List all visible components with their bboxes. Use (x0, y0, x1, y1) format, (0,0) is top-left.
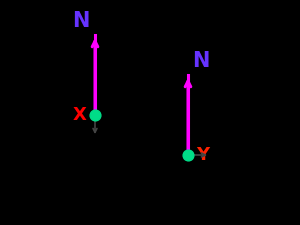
Text: X: X (73, 106, 87, 124)
Text: Y: Y (196, 146, 209, 164)
Point (186, 153, 190, 157)
Text: N: N (72, 11, 89, 31)
Point (93, 113, 98, 117)
Text: N: N (192, 51, 209, 71)
